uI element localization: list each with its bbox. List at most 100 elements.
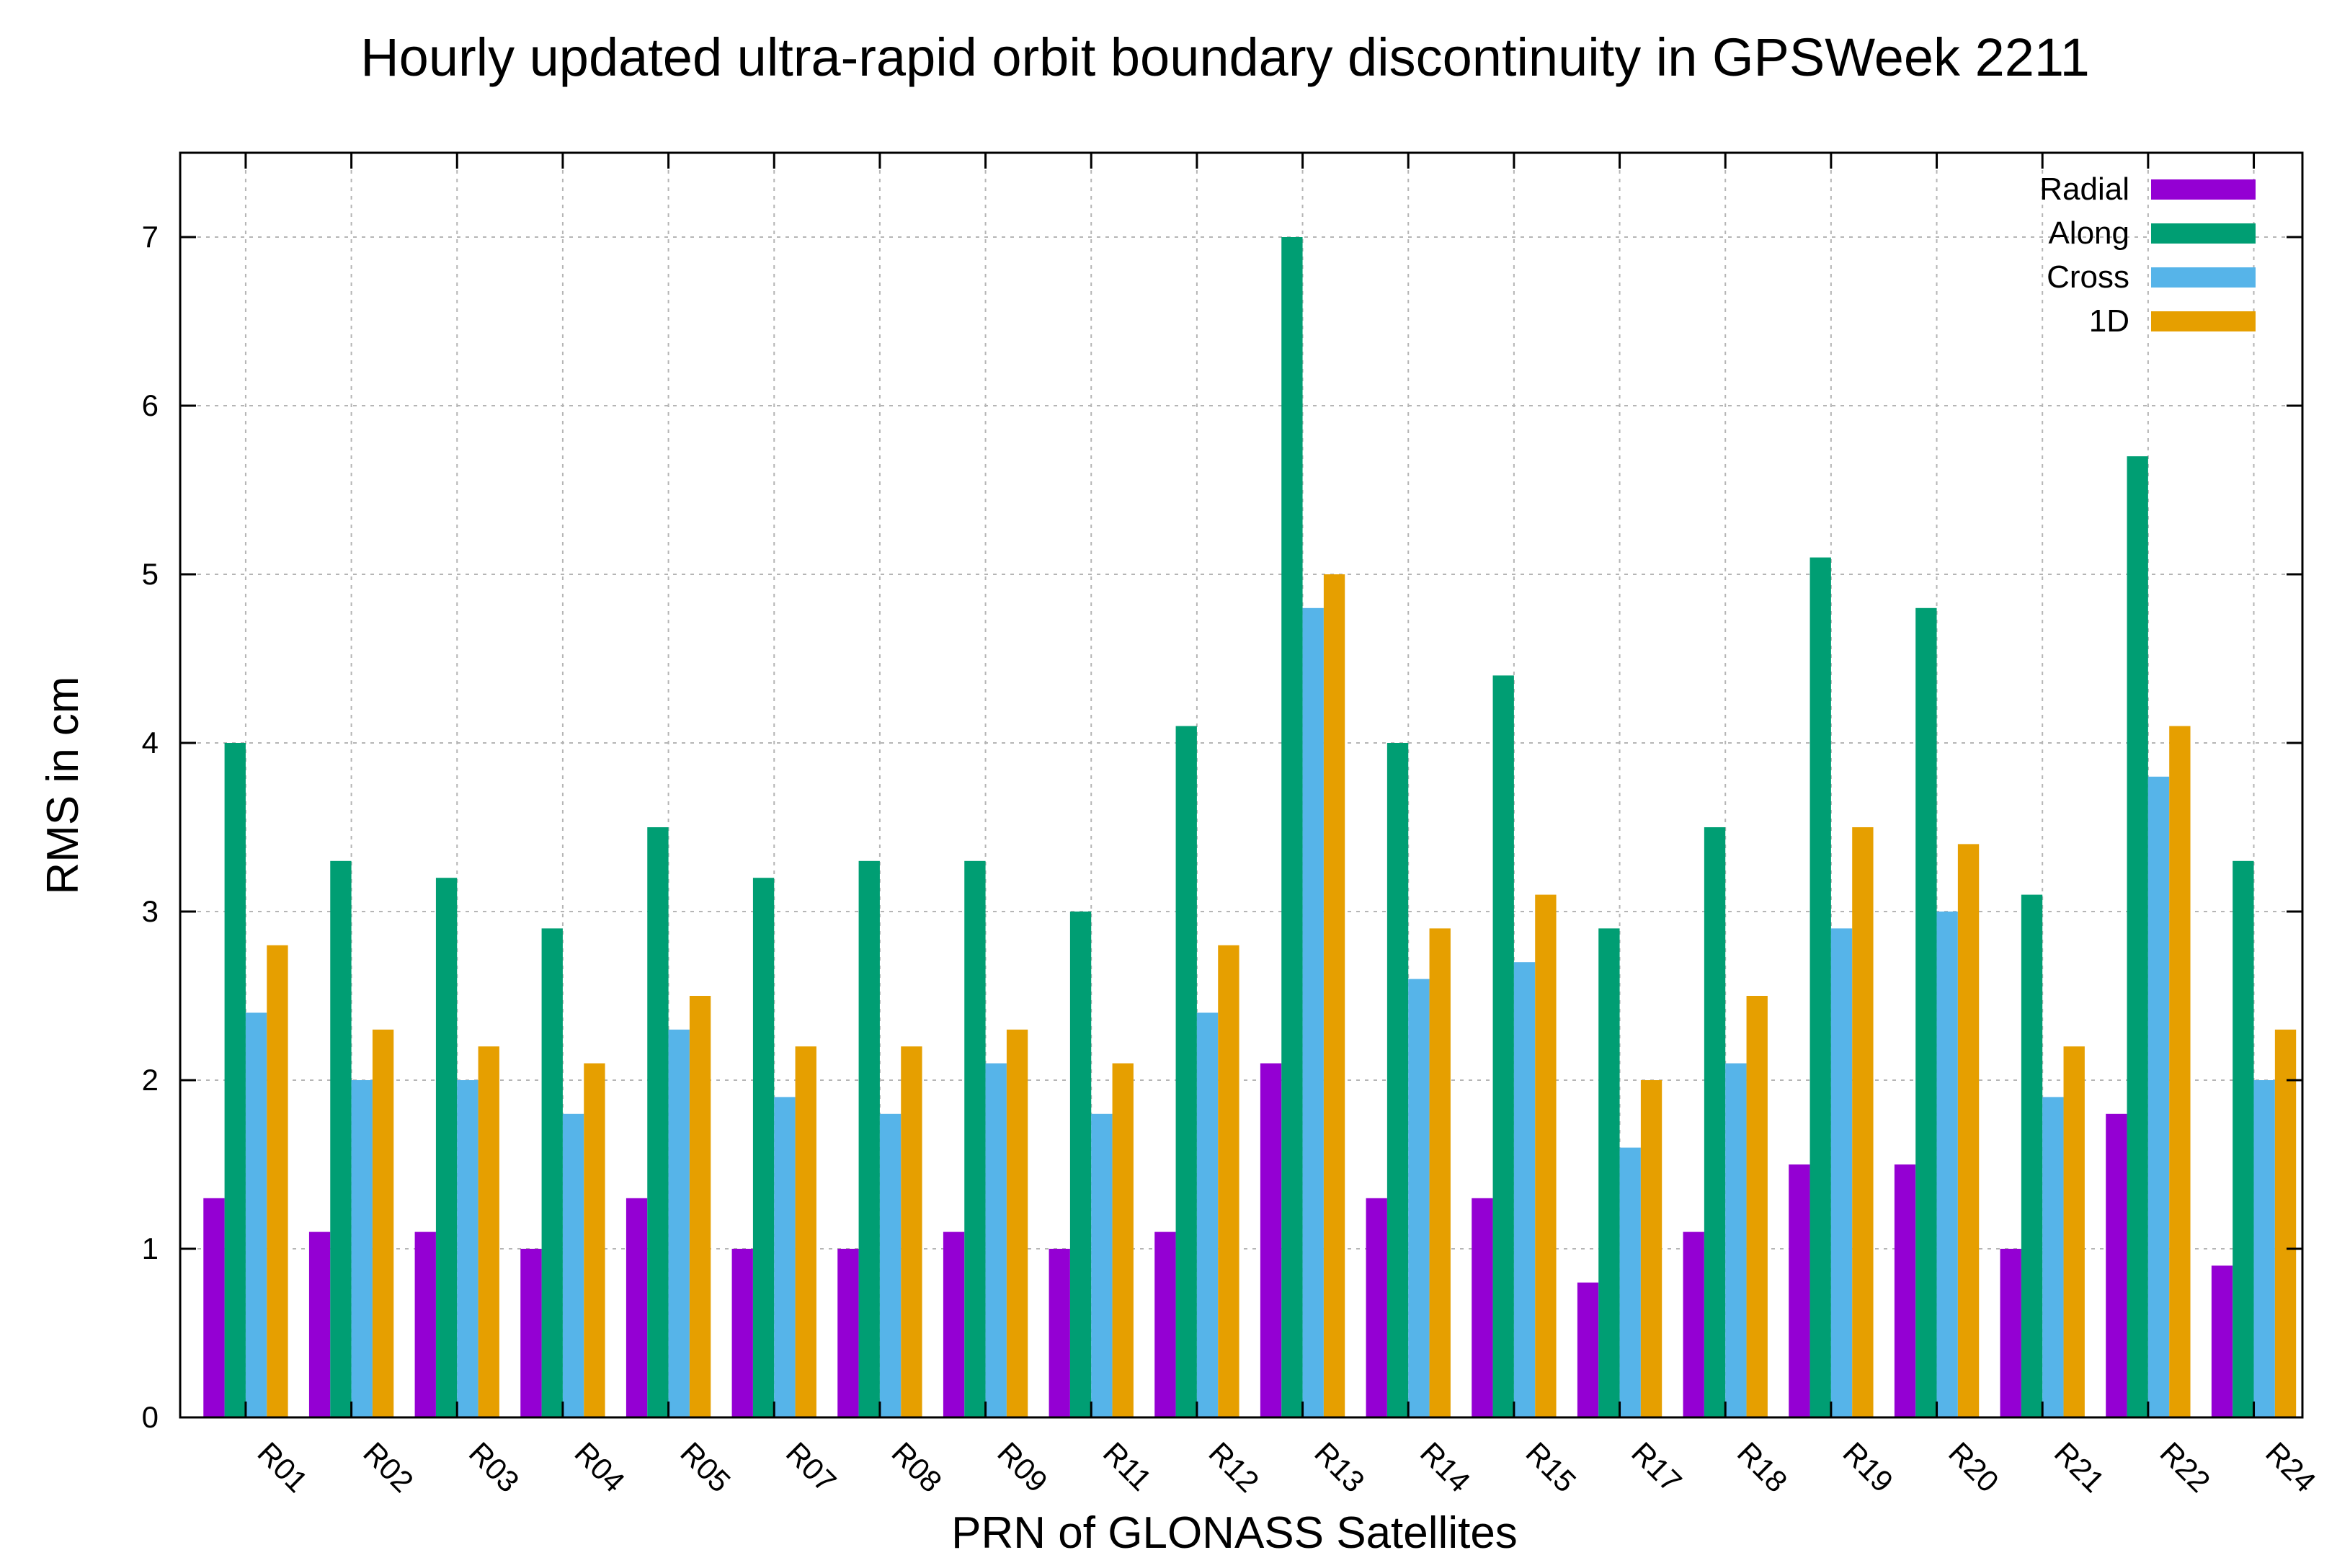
x-tick-label: R09: [991, 1435, 1054, 1499]
bar-along-r15: [1492, 675, 1514, 1417]
legend-label-along: Along: [2048, 215, 2129, 251]
y-tick-label: 4: [142, 726, 159, 760]
x-tick-label: R13: [1308, 1435, 1371, 1499]
bar-cross-r22: [2147, 776, 2170, 1417]
bar-1d-r09: [1006, 1029, 1028, 1417]
bar-1d-r17: [1640, 1080, 1662, 1417]
legend: Radial Along Cross 1D: [2039, 172, 2256, 339]
x-tick-label: R01: [251, 1435, 315, 1499]
bar-1d-r18: [1746, 996, 1768, 1417]
bar-1d-r07: [795, 1046, 816, 1417]
x-tick-label: R18: [1731, 1435, 1794, 1499]
bar-radial-r08: [837, 1249, 859, 1417]
x-tick-label: R12: [1203, 1435, 1266, 1499]
bar-radial-r07: [731, 1249, 753, 1417]
legend-swatch-radial: [2151, 179, 2256, 200]
bar-radial-r22: [2106, 1113, 2127, 1417]
x-tick-label: R03: [463, 1435, 526, 1499]
y-axis-ticks: 0 1 2 3 4 5 6 7: [142, 220, 2302, 1434]
bar-along-r07: [752, 878, 775, 1417]
bar-cross-r08: [879, 1113, 902, 1417]
bar-along-r17: [1598, 928, 1620, 1417]
bar-along-r04: [541, 928, 563, 1417]
bar-1d-r19: [1852, 827, 1874, 1417]
x-tick-label: R02: [357, 1435, 420, 1499]
x-tick-label: R20: [1942, 1435, 2006, 1499]
bar-cross-r01: [245, 1012, 267, 1417]
x-tick-label: R11: [1097, 1435, 1159, 1497]
y-tick-label: 1: [142, 1231, 159, 1265]
bar-cross-r20: [1936, 912, 1958, 1417]
bar-cross-r11: [1091, 1113, 1113, 1417]
x-tick-label: R07: [780, 1435, 843, 1499]
bar-radial-r12: [1154, 1231, 1176, 1417]
bar-along-r13: [1281, 237, 1303, 1417]
bar-1d-r05: [689, 996, 711, 1417]
x-tick-label: R04: [569, 1435, 632, 1499]
legend-swatch-along: [2151, 223, 2256, 244]
bar-1d-r20: [1957, 844, 1980, 1417]
bar-1d-r13: [1323, 574, 1345, 1417]
bar-cross-r09: [985, 1063, 1007, 1417]
bar-1d-r24: [2274, 1029, 2297, 1417]
bar-1d-r02: [372, 1029, 394, 1417]
bar-radial-r13: [1260, 1063, 1282, 1417]
bar-radial-r05: [626, 1198, 648, 1417]
bar-1d-r01: [267, 945, 288, 1417]
bar-radial-r09: [943, 1231, 965, 1417]
bar-along-r12: [1175, 726, 1197, 1417]
bar-along-r05: [647, 827, 669, 1417]
bar-along-r11: [1069, 912, 1092, 1417]
bar-along-r08: [858, 860, 880, 1417]
bar-along-r21: [2021, 894, 2043, 1417]
bar-1d-r21: [2063, 1046, 2085, 1417]
y-axis-label: RMS in cm: [38, 676, 88, 894]
bar-along-r02: [330, 860, 352, 1417]
bar-radial-r24: [2211, 1265, 2233, 1417]
plot-frame: [179, 151, 2304, 1419]
y-tick-label: 7: [142, 220, 159, 254]
x-tick-label: R19: [1837, 1435, 1900, 1499]
bar-cross-r12: [1196, 1012, 1219, 1417]
bar-cross-r21: [2042, 1097, 2064, 1417]
bar-along-r03: [435, 878, 458, 1417]
legend-label-cross: Cross: [2047, 259, 2129, 295]
x-tick-label: R21: [2048, 1435, 2111, 1499]
y-tick-label: 6: [142, 388, 159, 422]
bar-radial-r11: [1049, 1249, 1070, 1417]
bar-along-r14: [1386, 743, 1409, 1417]
bar-along-r01: [224, 743, 246, 1417]
bar-cross-r03: [457, 1080, 478, 1417]
bar-along-r20: [1915, 607, 1937, 1417]
bar-1d-r08: [901, 1046, 922, 1417]
bar-radial-r01: [203, 1198, 225, 1417]
x-tick-label: R22: [2154, 1435, 2217, 1499]
bar-radial-r17: [1577, 1282, 1599, 1417]
bar-1d-r03: [478, 1046, 499, 1417]
y-tick-label: 5: [142, 557, 159, 591]
bar-cross-r17: [1619, 1147, 1641, 1417]
bar-cross-r07: [774, 1097, 796, 1417]
bar-along-r22: [2127, 456, 2148, 1418]
bar-cross-r19: [1830, 928, 1853, 1417]
y-tick-label: 2: [142, 1063, 159, 1097]
x-tick-label: R15: [1520, 1435, 1583, 1499]
bar-radial-r21: [2000, 1249, 2021, 1417]
bars: [203, 237, 2297, 1418]
bar-1d-r04: [584, 1063, 605, 1417]
legend-label-radial: Radial: [2039, 172, 2129, 207]
x-tick-label: R17: [1625, 1435, 1688, 1499]
chart-title: Hourly updated ultra-rapid orbit boundar…: [360, 27, 2090, 87]
bar-cross-r13: [1302, 607, 1324, 1417]
bar-1d-r11: [1112, 1063, 1134, 1417]
bar-1d-r22: [2169, 726, 2191, 1417]
bar-cross-r18: [1725, 1063, 1747, 1417]
bar-1d-r15: [1535, 894, 1557, 1417]
bar-radial-r03: [414, 1231, 436, 1417]
x-tick-label: R24: [2259, 1435, 2323, 1499]
x-tick-label: R14: [1414, 1435, 1477, 1499]
bar-radial-r18: [1683, 1231, 1704, 1417]
y-tick-label: 0: [142, 1400, 159, 1434]
bar-along-r18: [1704, 827, 1726, 1417]
